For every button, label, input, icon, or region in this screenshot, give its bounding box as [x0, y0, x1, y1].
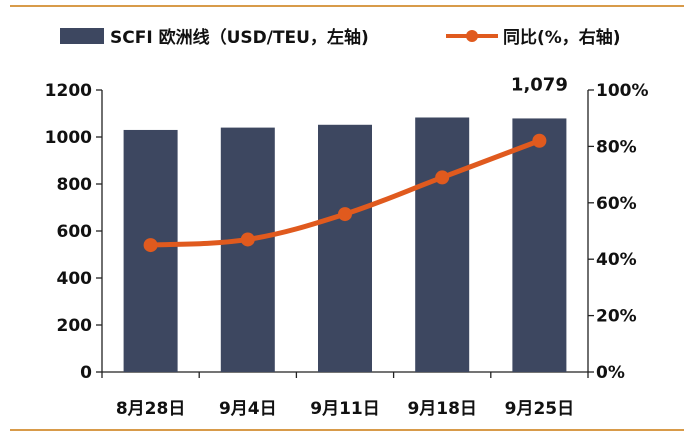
x-tick-label: 9月4日	[219, 399, 277, 419]
legend-line-label: 同比(%，右轴)	[503, 27, 621, 48]
right-tick-label: 80%	[596, 137, 637, 157]
right-tick-label: 20%	[596, 307, 637, 327]
right-tick-label: 40%	[596, 250, 637, 270]
bar	[415, 117, 470, 373]
bars	[123, 117, 567, 373]
left-tick-label: 800	[57, 175, 93, 195]
left-tick-label: 400	[57, 269, 93, 289]
legend-bar-label: SCFI 欧洲线（USD/TEU，左轴)	[110, 27, 369, 48]
legend-line-marker	[466, 30, 478, 42]
left-tick-label: 600	[57, 222, 93, 242]
bar-value-label: 1,079	[511, 74, 568, 95]
x-tick-label: 8月28日	[116, 399, 186, 419]
left-tick-label: 200	[57, 316, 93, 336]
yoy-point	[435, 170, 450, 185]
labels: 1,079	[511, 74, 568, 95]
x-tick-label: 9月18日	[407, 399, 477, 419]
yoy-point	[532, 133, 547, 148]
bar	[512, 118, 567, 372]
bar	[220, 127, 275, 372]
x-tick-label: 9月25日	[505, 399, 575, 419]
yoy-point	[143, 238, 158, 253]
right-tick-label: 100%	[596, 81, 649, 101]
left-tick-label: 1200	[45, 81, 92, 101]
right-tick-label: 0%	[596, 363, 625, 383]
legend: SCFI 欧洲线（USD/TEU，左轴) 同比(%，右轴)	[60, 27, 621, 48]
yoy-point	[240, 232, 255, 247]
x-tick-label: 9月11日	[310, 399, 380, 419]
yoy-point	[338, 207, 352, 222]
left-tick-label: 0	[80, 363, 92, 383]
right-tick-label: 60%	[596, 194, 637, 214]
line-series	[143, 133, 547, 253]
left-tick-label: 1000	[45, 128, 92, 148]
axes: 0 200 400 600 800 1000 1200 0% 20% 40% 60% 80% 100% 8…	[45, 81, 649, 419]
legend-bar-swatch	[60, 28, 104, 44]
bar	[318, 124, 372, 372]
